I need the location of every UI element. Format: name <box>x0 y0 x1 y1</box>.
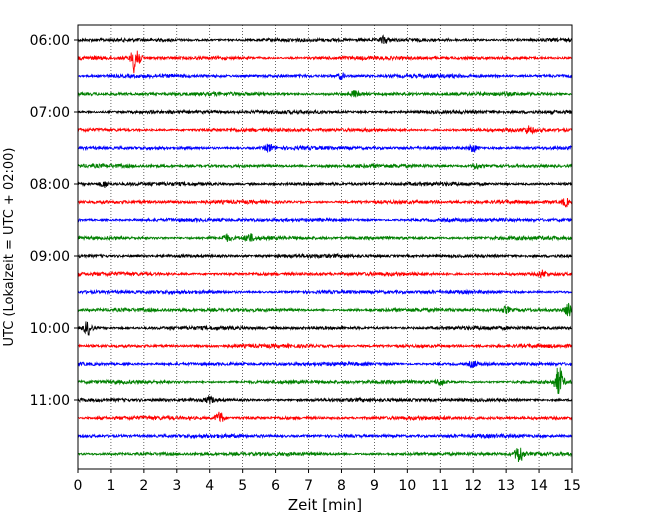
trace-0615 <box>77 50 573 74</box>
trace-1045 <box>77 367 573 394</box>
trace-1015 <box>77 342 573 350</box>
trace-0830 <box>77 216 573 224</box>
plot-frame <box>77 24 573 470</box>
y-tick-label: 09:00 <box>30 249 70 265</box>
x-tick-label: 6 <box>271 478 280 494</box>
trace-1130 <box>77 432 573 440</box>
trace-0700 <box>77 108 573 116</box>
x-tick-label: 13 <box>497 478 515 494</box>
trace-1115 <box>77 411 573 423</box>
trace-0930 <box>77 288 573 296</box>
trace-0915 <box>77 269 573 280</box>
trace-0730 <box>77 143 573 154</box>
trace-0815 <box>77 198 573 208</box>
trace-0745 <box>77 162 573 170</box>
seismic-traces <box>77 34 573 463</box>
x-tick-label: 3 <box>172 478 181 494</box>
x-tick-label: 14 <box>530 478 548 494</box>
x-axis: 0 1 2 3 4 5 6 7 8 9 10 11 12 13 14 15 <box>74 469 581 494</box>
x-tick-label: 9 <box>370 478 379 494</box>
grid-lines <box>77 25 573 469</box>
y-tick-label: 11:00 <box>30 393 70 409</box>
y-tick-label: 06:00 <box>30 33 70 49</box>
x-tick-label: 8 <box>337 478 346 494</box>
trace-0645 <box>77 89 573 98</box>
trace-0945 <box>77 302 573 317</box>
x-tick-label: 4 <box>205 478 214 494</box>
y-tick-label: 08:00 <box>30 177 70 193</box>
trace-0715 <box>77 125 573 135</box>
x-tick-label: 11 <box>431 478 449 494</box>
trace-1145 <box>77 447 573 463</box>
y-axis-label: UTC (Lokalzeit = UTC + 02:00) <box>2 148 17 347</box>
trace-1030 <box>77 360 573 369</box>
trace-1100 <box>77 394 573 405</box>
trace-0845 <box>77 233 573 243</box>
x-tick-label: 7 <box>304 478 313 494</box>
x-tick-label: 2 <box>139 478 148 494</box>
y-tick-label: 07:00 <box>30 105 70 121</box>
y-axis: 06:00 07:00 08:00 09:00 10:00 11:00 <box>30 33 78 409</box>
x-tick-label: 10 <box>398 478 416 494</box>
trace-0600 <box>77 34 573 44</box>
x-tick-label: 15 <box>563 478 581 494</box>
trace-0630 <box>77 72 573 80</box>
trace-1000 <box>77 321 573 336</box>
x-tick-label: 12 <box>464 478 482 494</box>
trace-0800 <box>77 180 573 189</box>
trace-0900 <box>77 252 573 260</box>
x-tick-label: 1 <box>106 478 115 494</box>
x-tick-label: 0 <box>74 478 83 494</box>
y-tick-label: 10:00 <box>30 321 70 337</box>
x-axis-label: Zeit [min] <box>288 496 362 514</box>
x-tick-label: 5 <box>238 478 247 494</box>
